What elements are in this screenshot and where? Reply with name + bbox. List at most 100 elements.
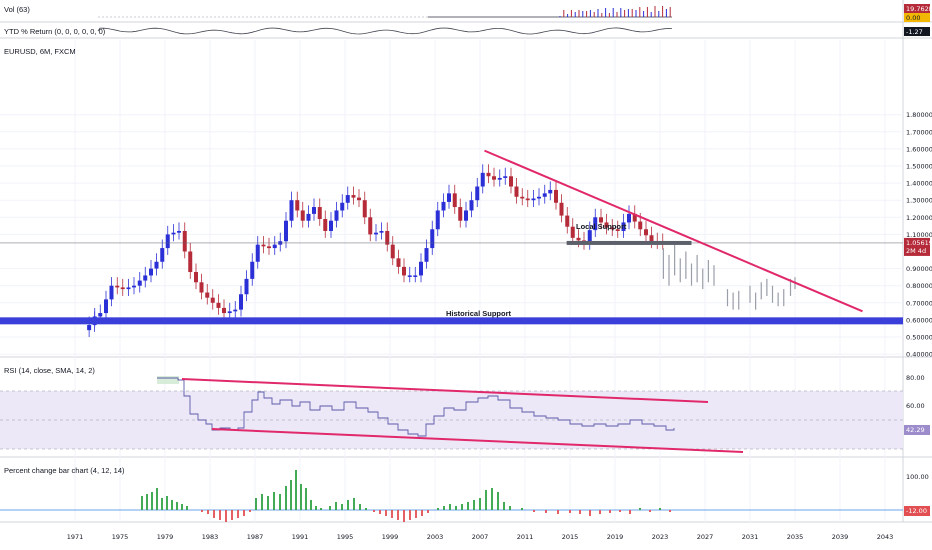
candle bbox=[374, 232, 378, 235]
candle bbox=[379, 230, 384, 233]
rsi-badge-text: 42.29 bbox=[906, 426, 925, 434]
candle bbox=[644, 229, 648, 236]
time-tick: 1991 bbox=[292, 533, 309, 541]
candle bbox=[154, 261, 159, 269]
candle bbox=[210, 297, 215, 303]
candle bbox=[531, 198, 536, 201]
candle bbox=[160, 248, 165, 262]
candle bbox=[413, 275, 418, 277]
local-support-label: Local Support bbox=[576, 222, 627, 231]
candle bbox=[87, 325, 92, 331]
ytd-label[interactable]: YTD % Return (0, 0, 0, 0, 0, 0) bbox=[4, 27, 106, 36]
time-tick: 2015 bbox=[562, 533, 579, 541]
price-pane[interactable] bbox=[0, 149, 903, 337]
candle bbox=[255, 244, 260, 262]
time-tick: 2043 bbox=[877, 533, 894, 541]
symbol-label[interactable]: EURUSD, 6M, FXCM bbox=[4, 47, 76, 56]
price-tick: 1.50000 bbox=[906, 163, 932, 171]
candle bbox=[368, 217, 373, 235]
pct-label[interactable]: Percent change bar chart (4, 12, 14) bbox=[4, 466, 125, 475]
candle bbox=[171, 232, 176, 235]
pct-tick: 100.00 bbox=[906, 473, 929, 481]
rsi-lower-trendline bbox=[211, 428, 744, 453]
rsi-tick: 60.00 bbox=[906, 402, 925, 410]
candle bbox=[486, 172, 491, 177]
time-tick: 1983 bbox=[202, 533, 219, 541]
candle bbox=[362, 200, 367, 218]
candle bbox=[98, 313, 103, 317]
candle bbox=[390, 244, 395, 259]
candle bbox=[525, 198, 530, 201]
candle bbox=[137, 280, 142, 286]
rsi-overbought-fill bbox=[157, 376, 179, 384]
candle bbox=[306, 213, 311, 221]
candle bbox=[267, 246, 271, 249]
time-tick: 2019 bbox=[607, 533, 624, 541]
candle bbox=[554, 189, 558, 203]
vol-zero-badge-text: 0.00 bbox=[906, 14, 920, 22]
candle bbox=[447, 193, 451, 202]
time-tick: 1979 bbox=[157, 533, 174, 541]
historical-support-label: Historical Support bbox=[446, 309, 512, 318]
candle bbox=[329, 220, 333, 231]
price-tick: 1.70000 bbox=[906, 128, 932, 136]
candle bbox=[407, 275, 412, 277]
candle bbox=[312, 207, 316, 214]
candle bbox=[289, 200, 294, 221]
candle bbox=[520, 196, 525, 199]
price-tick: 0.50000 bbox=[906, 334, 932, 342]
time-tick: 2027 bbox=[697, 533, 714, 541]
time-tick: 1987 bbox=[247, 533, 264, 541]
rsi-badge bbox=[904, 425, 930, 435]
candle bbox=[604, 222, 609, 228]
vol-label[interactable]: Vol (63) bbox=[4, 5, 30, 14]
rsi-label[interactable]: RSI (14, close, SMA, 14, 2) bbox=[4, 366, 95, 375]
price-tick: 1.60000 bbox=[906, 145, 932, 153]
time-tick: 2007 bbox=[472, 533, 489, 541]
axes: 1.80000 1.70000 1.60000 1.50000 1.40000 1.300… bbox=[67, 4, 932, 541]
price-tick: 0.80000 bbox=[906, 282, 932, 290]
candle bbox=[548, 189, 553, 194]
candle bbox=[396, 258, 401, 267]
time-tick: 2039 bbox=[832, 533, 849, 541]
candle bbox=[632, 213, 637, 222]
price-badge-text: 1.05619 bbox=[906, 239, 932, 247]
candle bbox=[227, 311, 232, 314]
price-tick: 0.90000 bbox=[906, 265, 932, 273]
candle bbox=[272, 244, 277, 249]
candle bbox=[565, 215, 570, 227]
vol-badge-text: 19.762M bbox=[906, 5, 932, 13]
candle bbox=[109, 285, 114, 300]
candle bbox=[194, 272, 198, 283]
price-tick: 0.40000 bbox=[906, 351, 932, 359]
candle bbox=[165, 234, 170, 249]
candle bbox=[570, 226, 575, 238]
candle bbox=[340, 202, 345, 211]
candle bbox=[188, 251, 193, 273]
historical-support-band bbox=[0, 317, 903, 325]
candle bbox=[295, 200, 300, 211]
candle bbox=[480, 172, 485, 187]
vol-badge bbox=[904, 4, 930, 13]
candle bbox=[638, 221, 643, 230]
ytd-pane bbox=[97, 27, 673, 35]
volume-pane bbox=[98, 6, 672, 18]
candle bbox=[576, 237, 581, 241]
price-tick: 1.20000 bbox=[906, 214, 932, 222]
candle bbox=[441, 201, 446, 211]
candle bbox=[559, 202, 564, 216]
price-tick: 1.40000 bbox=[906, 180, 932, 188]
rsi-upper-trendline bbox=[181, 378, 709, 403]
candle bbox=[464, 210, 468, 221]
candle bbox=[261, 244, 266, 247]
candle bbox=[615, 229, 620, 231]
candle bbox=[233, 309, 238, 312]
candle bbox=[244, 278, 249, 295]
candle bbox=[469, 200, 474, 211]
candle bbox=[649, 235, 654, 242]
candle bbox=[182, 230, 187, 252]
time-tick: 2003 bbox=[427, 533, 444, 541]
price-badge-sub: 2M 4d bbox=[906, 247, 926, 255]
price-tick: 1.80000 bbox=[906, 111, 932, 119]
